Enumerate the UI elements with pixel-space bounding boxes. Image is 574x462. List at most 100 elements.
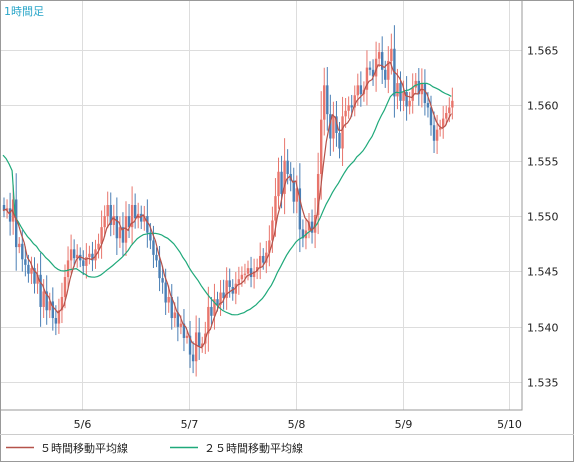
candle-body	[408, 100, 411, 107]
y-tick-label: 1.565	[527, 45, 559, 58]
candle-body	[396, 83, 399, 97]
candle	[402, 80, 405, 112]
candle-body	[106, 205, 109, 217]
candle	[225, 267, 228, 310]
candle-body	[268, 240, 271, 253]
candle-body	[237, 279, 241, 284]
y-tick-label: 1.560	[527, 100, 559, 113]
candle-body	[130, 205, 134, 228]
candle-body	[262, 255, 265, 263]
candle-body	[51, 301, 54, 319]
candle-body	[182, 323, 186, 338]
candle	[36, 263, 39, 294]
y-tick-label: 1.555	[527, 156, 559, 169]
candle	[438, 119, 442, 137]
candle-body	[5, 208, 9, 211]
candle	[121, 212, 125, 257]
candle-body	[8, 208, 12, 222]
candle	[161, 265, 164, 294]
y-tick-label: 1.545	[527, 266, 559, 279]
candle	[432, 111, 436, 153]
candle-body	[100, 227, 103, 244]
candle	[381, 36, 384, 84]
candle-body	[45, 291, 48, 311]
candle-body	[371, 69, 375, 77]
candle-body	[283, 160, 286, 194]
x-axis-ticks: 5/6 5/7 5/8 5/9 5/10	[74, 418, 522, 431]
candle	[191, 341, 195, 374]
candle	[417, 68, 420, 106]
candle	[112, 204, 115, 236]
candle-body	[36, 274, 39, 284]
candle	[255, 258, 259, 280]
candle	[384, 60, 387, 88]
candle-body	[259, 255, 262, 268]
candle-body	[353, 95, 356, 108]
candle	[39, 252, 42, 327]
candle	[115, 197, 119, 255]
candle	[246, 260, 250, 281]
candle-body	[191, 354, 195, 362]
candle-body	[39, 274, 42, 307]
plot-frame	[0, 0, 523, 411]
candle-body	[63, 277, 67, 297]
candle-body	[112, 216, 115, 225]
candle	[106, 191, 109, 229]
candle	[97, 233, 100, 259]
candle	[201, 336, 204, 353]
candle-body	[167, 296, 170, 303]
candle-body	[33, 268, 36, 284]
candle-body	[48, 301, 51, 311]
candle-body	[435, 129, 439, 141]
candle	[88, 245, 91, 265]
candle	[301, 219, 305, 248]
candle	[371, 59, 375, 86]
candle-body	[91, 253, 94, 261]
candle	[374, 41, 378, 92]
candle	[329, 94, 332, 156]
candle-body	[448, 107, 451, 114]
candle-body	[146, 216, 149, 233]
candle	[109, 192, 112, 237]
candle-body	[451, 100, 454, 108]
candle-body	[188, 335, 192, 355]
candle	[164, 268, 167, 315]
candle-body	[243, 273, 247, 275]
candle	[332, 101, 335, 152]
candle	[194, 315, 198, 377]
candle-body	[292, 180, 295, 202]
candle-body	[316, 173, 320, 215]
candle	[170, 284, 173, 330]
candle	[60, 282, 64, 324]
candle-body	[374, 58, 378, 77]
candle-body	[255, 267, 259, 272]
candle	[353, 85, 356, 117]
candle	[268, 225, 271, 267]
candle-body	[429, 107, 433, 126]
candle-body	[109, 205, 112, 225]
legend-label-ma25: ２５時間移動平均線	[204, 441, 303, 455]
candle-body	[228, 280, 231, 287]
candle	[228, 268, 231, 298]
candle	[42, 279, 45, 319]
candle	[66, 246, 70, 290]
candle-body	[426, 103, 430, 108]
candle	[405, 76, 408, 121]
candle	[198, 317, 201, 360]
candle-body	[54, 318, 58, 324]
candle-body	[329, 114, 332, 139]
candle-body	[210, 306, 213, 316]
candle-body	[341, 116, 344, 149]
candle	[213, 283, 216, 330]
candle-body	[60, 296, 64, 311]
ma25-line	[2, 82, 452, 316]
candle-body	[326, 85, 329, 115]
candle-body	[445, 113, 448, 119]
candle-body	[384, 69, 387, 80]
candle-body	[216, 299, 219, 305]
candle	[271, 206, 274, 253]
candle	[57, 298, 61, 334]
candle	[143, 205, 146, 231]
candle	[387, 46, 390, 94]
